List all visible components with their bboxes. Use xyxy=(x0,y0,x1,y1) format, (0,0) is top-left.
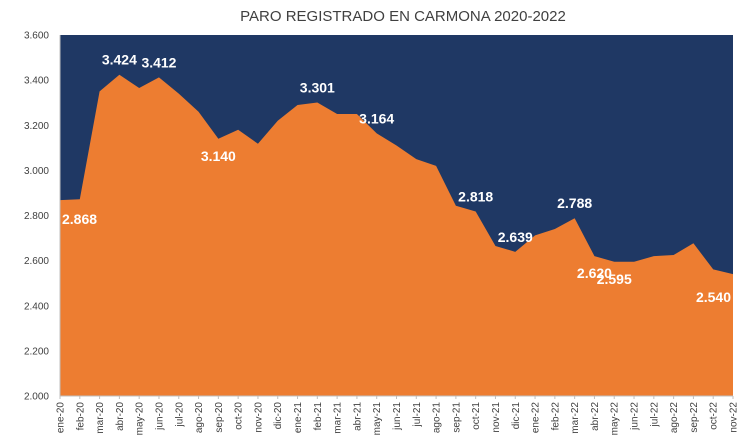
data-label: 2.540 xyxy=(696,289,731,305)
chart-title: PARO REGISTRADO EN CARMONA 2020-2022 xyxy=(240,8,566,25)
x-tick-label: mar-21 xyxy=(333,402,344,434)
x-tick-label: ene-20 xyxy=(56,402,67,434)
data-label: 2.788 xyxy=(557,195,592,211)
y-tick-label: 2.200 xyxy=(24,346,49,357)
y-tick-label: 3.400 xyxy=(24,76,49,87)
x-tick-label: mar-20 xyxy=(95,402,106,434)
x-tick-label: nov-22 xyxy=(729,402,740,433)
data-label: 2.868 xyxy=(62,211,97,227)
data-label: 2.639 xyxy=(498,229,533,245)
x-tick-label: sep-21 xyxy=(451,402,462,433)
data-label: 3.301 xyxy=(300,79,335,95)
x-tick-label: ago-21 xyxy=(432,402,443,434)
x-tick-label: jul-20 xyxy=(174,402,185,428)
x-tick-label: jun-20 xyxy=(154,402,165,431)
x-tick-label: feb-20 xyxy=(75,402,86,431)
x-tick-label: abr-22 xyxy=(590,402,601,431)
data-label: 3.140 xyxy=(201,148,236,164)
y-axis-ticks: 2.000 2.200 2.400 2.600 2.800 3.000 3.200 3.400… xyxy=(24,31,49,403)
y-tick-label: 3.200 xyxy=(24,121,49,132)
data-label: 3.412 xyxy=(141,54,176,70)
y-tick-label: 2.600 xyxy=(24,256,49,267)
data-label: 2.620 xyxy=(577,265,612,281)
x-tick-label: may-22 xyxy=(610,402,621,436)
x-tick-label: abr-20 xyxy=(115,402,126,431)
data-label: 3.424 xyxy=(102,52,137,68)
x-tick-label: sep-22 xyxy=(689,402,700,433)
x-tick-label: oct-21 xyxy=(471,402,482,430)
x-tick-label: sep-20 xyxy=(214,402,225,433)
x-tick-label: nov-21 xyxy=(491,402,502,433)
x-tick-label: ago-20 xyxy=(194,402,205,434)
x-tick-label: ene-22 xyxy=(531,402,542,434)
y-tick-label: 3.000 xyxy=(24,166,49,177)
x-tick-label: ago-22 xyxy=(669,402,680,434)
y-tick-label: 3.600 xyxy=(24,31,49,42)
x-tick-label: oct-22 xyxy=(709,402,720,430)
data-labels: 2.868 3.424 3.412 3.140 3.301 3.164 2.818 2.639… xyxy=(62,52,731,305)
data-label: 3.164 xyxy=(359,110,394,126)
x-tick-label: dic-21 xyxy=(511,402,522,430)
data-label: 2.818 xyxy=(458,188,493,204)
area-layer xyxy=(60,74,733,397)
y-tick-label: 2.400 xyxy=(24,301,49,312)
y-tick-label: 2.800 xyxy=(24,211,49,222)
x-tick-label: oct-20 xyxy=(234,402,245,430)
x-tick-label: jun-21 xyxy=(392,402,403,431)
x-tick-label: jun-22 xyxy=(630,402,641,431)
area-series xyxy=(60,74,733,397)
data-label: 2.595 xyxy=(597,271,632,287)
x-tick-label: jul-22 xyxy=(649,402,660,428)
x-tick-label: ene-21 xyxy=(293,402,304,434)
x-axis-ticks: ene-20 feb-20 mar-20 abr-20 may-20 jun-20 jul-… xyxy=(56,396,740,435)
x-tick-label: abr-21 xyxy=(352,402,363,431)
x-tick-label: feb-21 xyxy=(313,402,324,431)
y-tick-label: 2.000 xyxy=(24,392,49,403)
x-tick-label: may-21 xyxy=(372,402,383,436)
x-tick-label: nov-20 xyxy=(253,402,264,433)
x-tick-label: dic-20 xyxy=(273,402,284,430)
x-tick-label: may-20 xyxy=(135,402,146,436)
x-tick-label: feb-22 xyxy=(550,402,561,431)
x-tick-label: jul-21 xyxy=(412,402,423,428)
x-tick-label: mar-22 xyxy=(570,402,581,434)
